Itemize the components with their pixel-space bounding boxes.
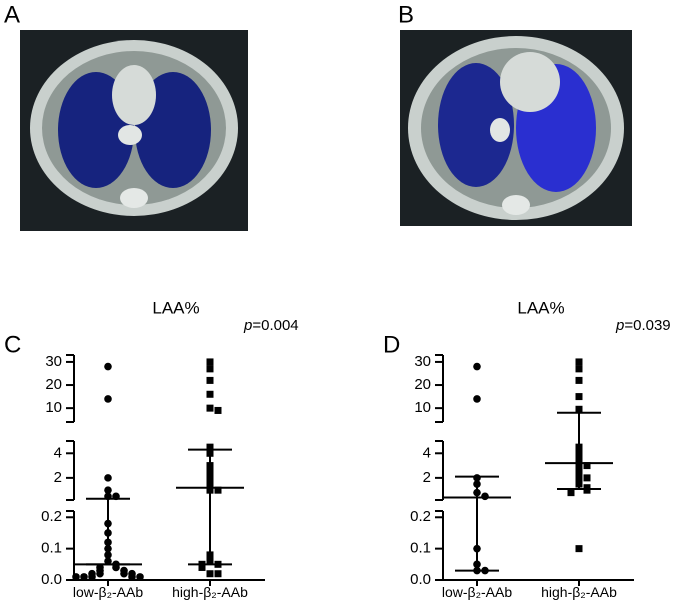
data-point bbox=[104, 486, 112, 494]
panel-label: B bbox=[398, 1, 414, 28]
data-point bbox=[80, 573, 88, 581]
data-point bbox=[575, 376, 583, 384]
y-tick-label: 2 bbox=[54, 469, 62, 486]
data-point bbox=[575, 358, 583, 366]
data-point bbox=[198, 563, 206, 571]
y-tick-label: 0.2 bbox=[410, 508, 431, 525]
data-point bbox=[206, 376, 214, 384]
y-tick-label: 0.0 bbox=[41, 571, 62, 588]
data-point bbox=[206, 390, 214, 398]
y-tick-label: 10 bbox=[414, 399, 431, 416]
data-point bbox=[112, 563, 120, 572]
y-tick-label: 20 bbox=[414, 376, 431, 393]
y-tick-label: 30 bbox=[414, 353, 431, 370]
data-point bbox=[214, 406, 222, 414]
y-tick-label: 4 bbox=[423, 444, 431, 461]
data-point bbox=[206, 365, 214, 373]
chart-title: LAA% bbox=[517, 298, 564, 317]
y-tick-label: 0.2 bbox=[41, 508, 62, 525]
panel-label: D bbox=[383, 331, 400, 358]
data-point bbox=[104, 474, 112, 482]
x-tick-label: high-β₂-AAb bbox=[541, 584, 617, 600]
y-tick-label: 10 bbox=[45, 399, 62, 416]
y-tick-label: 0.0 bbox=[410, 571, 431, 588]
panel-label: C bbox=[4, 331, 21, 358]
data-point bbox=[120, 569, 128, 578]
chart-title: LAA% bbox=[152, 298, 199, 317]
x-tick-label: low-β₂-AAb bbox=[441, 584, 513, 600]
data-point bbox=[214, 486, 222, 494]
data-point bbox=[567, 489, 575, 497]
data-point bbox=[575, 545, 583, 553]
data-point bbox=[214, 570, 222, 578]
ct-image-b bbox=[400, 30, 632, 226]
data-point bbox=[473, 362, 481, 371]
p-value: p=0.004 bbox=[244, 317, 299, 334]
p-value: p=0.039 bbox=[616, 317, 671, 334]
y-tick-label: 2 bbox=[423, 469, 431, 486]
data-point bbox=[72, 573, 80, 581]
data-point bbox=[583, 486, 591, 494]
x-tick-label: low-β₂-AAb bbox=[72, 584, 144, 600]
y-tick-label: 0.1 bbox=[41, 540, 62, 557]
data-point bbox=[104, 362, 112, 371]
data-point bbox=[128, 573, 136, 581]
data-point bbox=[206, 443, 214, 451]
y-tick-label: 4 bbox=[54, 444, 62, 461]
data-point bbox=[575, 393, 583, 401]
data-point bbox=[575, 365, 583, 373]
data-point bbox=[583, 474, 591, 482]
data-point bbox=[136, 573, 144, 581]
y-tick-label: 20 bbox=[45, 376, 62, 393]
ct-image-a bbox=[20, 30, 248, 231]
data-point bbox=[481, 492, 489, 501]
data-point bbox=[104, 395, 112, 403]
y-tick-label: 30 bbox=[45, 353, 62, 370]
data-point bbox=[206, 570, 214, 578]
data-point bbox=[206, 404, 214, 412]
data-point bbox=[96, 569, 104, 578]
data-point bbox=[206, 358, 214, 366]
data-point bbox=[88, 573, 96, 581]
x-tick-label: high-β₂-AAb bbox=[172, 584, 248, 600]
data-point bbox=[575, 405, 583, 413]
data-point bbox=[583, 462, 591, 470]
panel-label: A bbox=[4, 1, 20, 28]
data-point bbox=[473, 395, 481, 403]
y-tick-label: 0.1 bbox=[410, 540, 431, 557]
